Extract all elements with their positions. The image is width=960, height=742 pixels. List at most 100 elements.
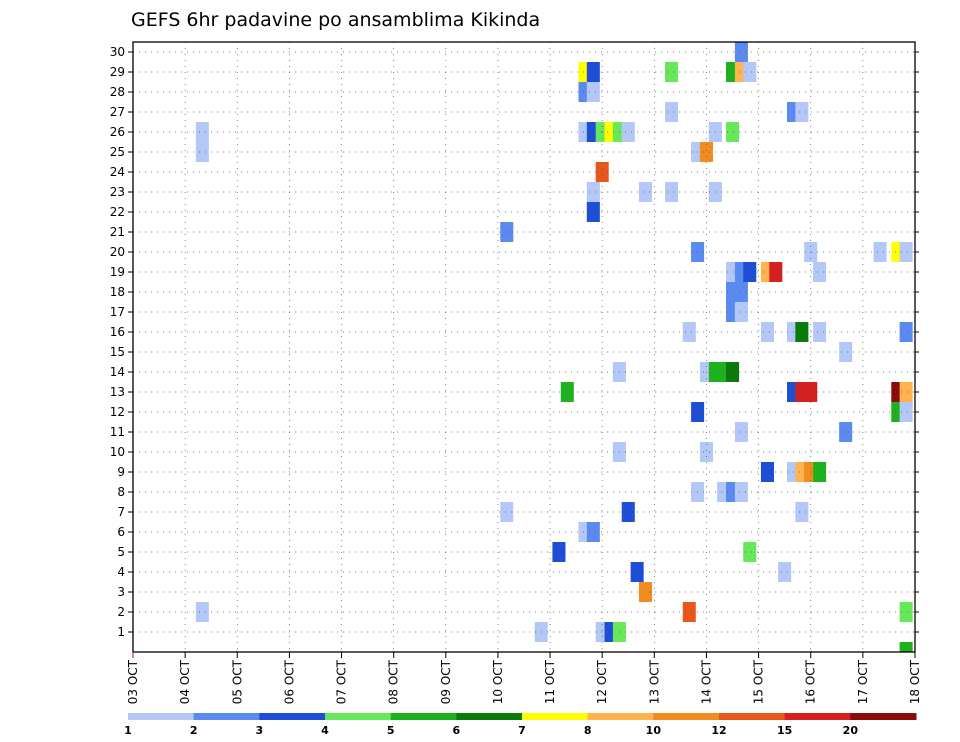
y-tick-label: 18 <box>110 285 125 299</box>
colorbar-label: 10 <box>646 724 662 737</box>
y-tick-label: 3 <box>117 585 125 599</box>
colorbar-label: 4 <box>321 724 329 737</box>
colorbar-label: 12 <box>711 724 726 737</box>
precip-cell <box>586 62 600 82</box>
y-tick-label: 24 <box>110 165 125 179</box>
y-tick-label: 4 <box>117 565 125 579</box>
precip-cell <box>586 522 600 542</box>
precip-cell <box>560 382 574 402</box>
precip-cell <box>586 202 600 222</box>
precip-cell <box>899 382 913 402</box>
precip-cell <box>621 502 635 522</box>
precip-cell <box>682 602 696 622</box>
x-tick-label: 03 OCT <box>126 659 140 704</box>
precip-cell <box>552 542 566 562</box>
precip-cell <box>621 122 635 142</box>
precip-cell <box>778 562 792 582</box>
precip-cell <box>760 462 774 482</box>
colorbar-segment <box>259 713 326 720</box>
colorbar-segment <box>784 713 851 720</box>
precip-cell <box>804 382 818 402</box>
y-tick-label: 27 <box>110 105 125 119</box>
colorbar-label: 15 <box>777 724 792 737</box>
precip-cell <box>743 542 757 562</box>
precip-cell <box>734 42 748 62</box>
precip-cell <box>699 142 713 162</box>
x-tick-label: 11 OCT <box>543 659 557 704</box>
y-tick-label: 29 <box>110 65 125 79</box>
x-tick-label: 09 OCT <box>439 659 453 704</box>
colorbar-label: 7 <box>518 724 526 737</box>
x-tick-label: 05 OCT <box>230 659 244 704</box>
y-tick-label: 23 <box>110 185 125 199</box>
y-tick-label: 14 <box>110 365 125 379</box>
colorbar-segment <box>390 713 457 720</box>
y-tick-label: 1 <box>117 625 125 639</box>
colorbar-segment <box>653 713 720 720</box>
precip-cell <box>795 102 809 122</box>
colorbar-segment <box>850 713 917 720</box>
y-tick-label: 10 <box>110 445 125 459</box>
y-tick-label: 9 <box>117 465 125 479</box>
colorbar-segment <box>522 713 589 720</box>
precip-cell <box>873 242 887 262</box>
colorbar-legend: 1 2 3 4 5 6 7 8 10 12 15 20 <box>124 713 917 737</box>
precip-cell <box>813 262 827 282</box>
colorbar-segment <box>128 713 195 720</box>
precip-cell <box>638 582 652 602</box>
precip-cell <box>743 262 757 282</box>
colorbar-segment <box>325 713 392 720</box>
precip-cell <box>586 82 600 102</box>
x-tick-label: 15 OCT <box>752 659 766 704</box>
precip-cell <box>734 282 748 302</box>
y-tick-label: 28 <box>110 85 125 99</box>
precip-cell <box>500 502 514 522</box>
colorbar-label: 6 <box>453 724 461 737</box>
colorbar-label: 2 <box>190 724 198 737</box>
precip-cell <box>795 502 809 522</box>
precip-cell <box>665 62 679 82</box>
precip-cell <box>500 222 514 242</box>
x-tick-label: 14 OCT <box>699 659 713 704</box>
x-tick-label: 16 OCT <box>804 659 818 704</box>
precip-cell <box>665 182 679 202</box>
precip-cell <box>195 602 209 622</box>
precip-cell <box>586 182 600 202</box>
chart-title: GEFS 6hr padavine po ansamblima Kikinda <box>131 9 540 31</box>
precip-cell <box>899 322 913 342</box>
x-tick-label: 13 OCT <box>647 659 661 704</box>
x-tick-label: 10 OCT <box>491 659 505 704</box>
plot-frame <box>132 41 916 653</box>
x-axis: 03 OCT 04 OCT 05 OCT 06 OCT 07 OCT 08 OCT 09 O… <box>126 652 922 704</box>
y-tick-label: 30 <box>110 45 125 59</box>
y-tick-label: 22 <box>110 205 125 219</box>
precip-cell <box>665 102 679 122</box>
colorbar-label: 5 <box>387 724 395 737</box>
precip-cell <box>734 482 748 502</box>
y-tick-label: 15 <box>110 345 125 359</box>
precip-cell <box>726 362 740 382</box>
precip-cell <box>795 322 809 342</box>
precip-cell <box>699 442 713 462</box>
precip-cells <box>195 42 913 652</box>
precip-cell <box>195 122 209 142</box>
colorbar-segment <box>587 713 654 720</box>
y-tick-label: 20 <box>110 245 125 259</box>
y-tick-label: 17 <box>110 305 125 319</box>
x-tick-label: 07 OCT <box>335 659 349 704</box>
precip-cell <box>813 462 827 482</box>
x-tick-label: 12 OCT <box>595 659 609 704</box>
precip-cell <box>839 342 853 362</box>
y-tick-label: 16 <box>110 325 125 339</box>
precip-cell <box>813 322 827 342</box>
colorbar-label: 8 <box>584 724 592 737</box>
y-axis: 1234567891011121314151617181920212223242… <box>110 45 919 639</box>
x-tick-label: 17 OCT <box>856 659 870 704</box>
precip-cell <box>839 422 853 442</box>
precip-cell <box>899 642 913 652</box>
precip-cell <box>899 242 913 262</box>
precip-cell <box>899 402 913 422</box>
y-tick-label: 12 <box>110 405 125 419</box>
x-tick-label: 18 OCT <box>908 659 922 704</box>
